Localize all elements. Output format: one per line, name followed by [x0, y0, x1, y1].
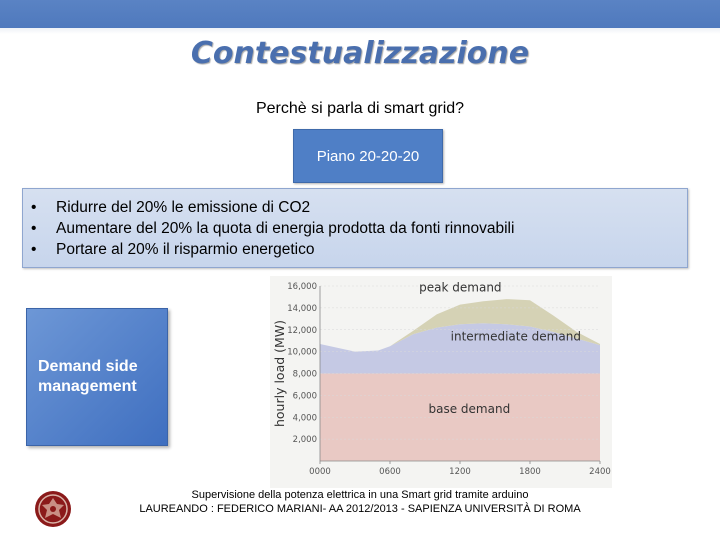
y-tick-label: 4,000 [293, 413, 317, 423]
y-tick-label: 14,000 [287, 304, 317, 314]
list-item: • Aumentare del 20% la quota di energia p… [31, 218, 687, 239]
goals-list: • Ridurre del 20% le emissione di CO2 • Au… [23, 189, 687, 260]
bullet-icon: • [31, 241, 37, 258]
x-tick-label: 1800 [519, 467, 541, 477]
list-item: • Ridurre del 20% le emissione di CO2 [31, 197, 687, 218]
slide-title: Contestualizzazione [190, 36, 530, 71]
plan-box: Piano 20-20-20 [293, 129, 443, 183]
bullet-icon: • [31, 199, 37, 216]
x-tick-label: 2400 [589, 467, 611, 477]
series-label-peak-demand: peak demand [419, 280, 501, 294]
goals-box: • Ridurre del 20% le emissione di CO2 • Au… [22, 188, 688, 268]
goal-text: Portare al 20% il risparmio energetico [56, 241, 315, 258]
load-curve-chart: 2,000 4,000 6,000 8,000 10,000 12,000 14,000 16… [270, 276, 612, 488]
series-area-intermediate-demand [320, 323, 600, 374]
seal-inner-ring [38, 494, 68, 524]
plan-label: Piano 20-20-20 [316, 147, 420, 165]
seal-center [50, 506, 56, 512]
y-tick-label: 12,000 [287, 326, 317, 336]
footer-author: LAUREANDO : FEDERICO MARIANI- AA 2012/20… [139, 503, 581, 515]
series-label-intermediate-demand: intermediate demand [451, 330, 581, 344]
header-band [0, 0, 720, 28]
university-seal-icon [34, 490, 72, 528]
y-axis-label: hourly load (MW) [272, 320, 287, 427]
series-area-peak-demand [320, 299, 600, 352]
y-tick-label: 16,000 [287, 282, 317, 292]
goal-text: Aumentare del 20% la quota di energia pr… [56, 220, 515, 237]
y-tick-label: 6,000 [293, 391, 317, 401]
goal-text: Ridurre del 20% le emissione di CO2 [56, 199, 311, 216]
x-tick-label: 0600 [379, 467, 401, 477]
list-item: • Portare al 20% il risparmio energetico [31, 239, 687, 260]
footer-thesis-title: Supervisione della potenza elettrica in … [191, 489, 529, 501]
slide-subtitle: Perchè si parla di smart grid? [255, 100, 465, 117]
y-tick-label: 10,000 [287, 348, 317, 358]
series-label-base-demand: base demand [429, 402, 511, 416]
header-band-shadow [0, 28, 720, 34]
demand-side-management-box: Demand side management [26, 308, 168, 446]
bullet-icon: • [31, 220, 37, 237]
y-tick-label: 8,000 [293, 370, 317, 380]
dsm-label: Demand side management [38, 358, 138, 395]
x-tick-label: 1200 [449, 467, 471, 477]
seal-svg [35, 491, 71, 527]
x-tick-label: 0000 [309, 467, 331, 477]
load-curve-svg: 2,000 4,000 6,000 8,000 10,000 12,000 14,000 16… [272, 280, 611, 477]
y-tick-label: 2,000 [293, 435, 317, 445]
